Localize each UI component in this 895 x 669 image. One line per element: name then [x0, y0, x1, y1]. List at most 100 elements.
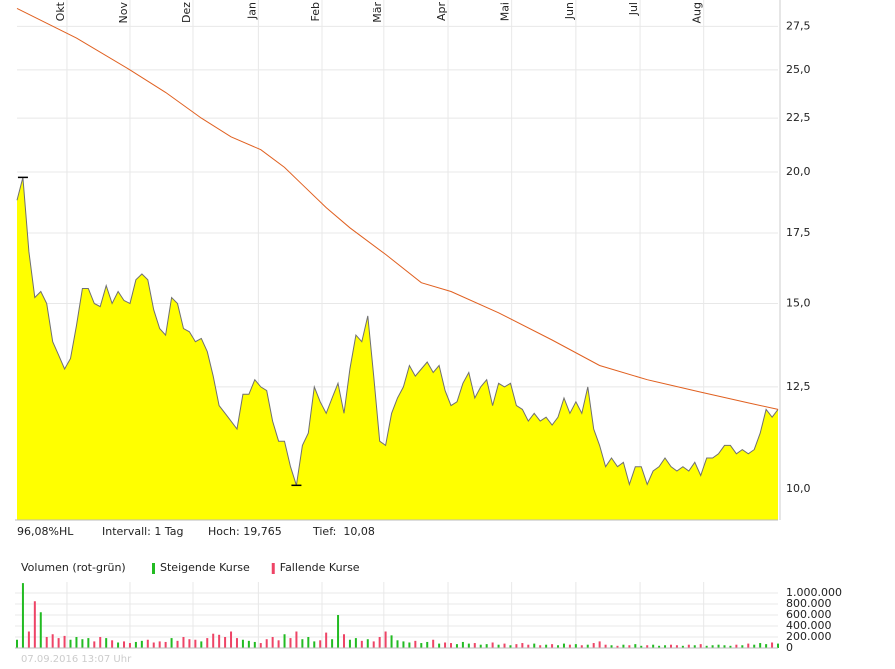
volume-bar: [378, 637, 381, 648]
stat-label: Intervall: 1 Tag: [102, 525, 184, 538]
volume-bar: [771, 642, 774, 648]
volume-bar: [551, 644, 554, 648]
y-tick-label: 600.000: [786, 608, 832, 621]
y-tick-label: 0: [786, 641, 793, 654]
volume-bar: [212, 633, 215, 648]
volume-bar: [592, 643, 595, 648]
volume-bar: [241, 639, 244, 648]
volume-bar: [687, 644, 690, 648]
volume-bar: [473, 643, 476, 648]
volume-bar: [123, 641, 126, 648]
volume-bar: [277, 640, 280, 648]
volume-bar: [729, 645, 732, 648]
volume-bar: [432, 639, 435, 648]
y-tick-label: 800.000: [786, 597, 832, 610]
x-tick-label: Mär: [371, 2, 384, 23]
volume-bar: [664, 645, 667, 648]
volume-bar: [568, 644, 571, 648]
volume-bar: [586, 644, 589, 648]
volume-bar: [604, 644, 607, 648]
y-tick-label: 15,0: [786, 297, 811, 310]
y-tick-label: 1.000.000: [786, 586, 842, 599]
volume-bar: [634, 644, 637, 648]
volume-bar: [51, 634, 54, 648]
volume-bar: [253, 641, 256, 648]
volume-bar: [313, 641, 316, 648]
volume-bar: [63, 635, 66, 648]
x-tick-label: Feb: [309, 2, 322, 21]
volume-bar: [360, 640, 363, 648]
volume-bar: [307, 637, 310, 648]
volume-bar: [354, 638, 357, 648]
volume-bar: [675, 645, 678, 648]
volume-bar: [467, 643, 470, 648]
volume-bar: [230, 631, 233, 648]
legend-label: Fallende Kurse: [280, 561, 360, 574]
volume-bar: [170, 638, 173, 648]
volume-bar: [693, 645, 696, 648]
volume-bar: [16, 639, 18, 648]
volume-bar: [545, 644, 548, 648]
volume-bar: [57, 638, 60, 648]
volume-bar: [396, 640, 399, 648]
volume-bar: [479, 644, 482, 648]
volume-bar: [105, 638, 108, 648]
y-tick-label: 17,5: [786, 226, 811, 239]
volume-bar: [69, 639, 72, 648]
volume-bar: [117, 642, 120, 648]
volume-bar: [777, 643, 779, 648]
volume-bar: [580, 645, 583, 648]
volume-bar: [438, 643, 441, 648]
volume-bar: [628, 645, 631, 648]
x-tick-label: Nov: [117, 2, 130, 24]
volume-bar: [527, 644, 530, 648]
volume-bar: [497, 644, 500, 648]
volume-bar: [152, 642, 155, 648]
volume-bar: [158, 641, 161, 648]
volume-bar: [206, 638, 209, 648]
volume-bar: [200, 641, 203, 648]
volume-bar: [140, 640, 143, 648]
volume-bar: [759, 643, 762, 648]
x-tick-label: Jun: [563, 2, 576, 20]
volume-bar: [265, 639, 268, 648]
volume-bar: [711, 645, 714, 648]
volume-bar: [741, 645, 744, 648]
volume-bar: [194, 639, 197, 648]
stat-label: Tief: 10,08: [312, 525, 375, 538]
volume-bar: [337, 615, 340, 648]
volume-bar: [134, 641, 137, 648]
volume-bar: [658, 645, 661, 648]
volume-bar: [699, 644, 702, 648]
x-tick-label: Aug: [691, 2, 704, 23]
volume-bar: [87, 638, 90, 648]
volume-bar: [646, 645, 649, 648]
y-tick-label: 400.000: [786, 619, 832, 632]
volume-bar: [93, 641, 96, 648]
volume-bar: [27, 631, 30, 648]
volume-bar: [342, 634, 345, 648]
volume-bar: [521, 643, 524, 648]
volume-bar: [723, 645, 726, 648]
volume-bar: [705, 645, 708, 648]
volume-bar: [128, 643, 131, 648]
volume-bar: [301, 639, 304, 648]
volume-bar: [111, 640, 114, 648]
stat-label: Hoch: 19,765: [208, 525, 282, 538]
volume-bar: [444, 642, 447, 648]
volume-bar: [622, 644, 625, 648]
volume-bar: [75, 637, 78, 648]
x-tick-label: Jul: [627, 2, 640, 16]
volume-bar: [366, 639, 369, 648]
volume-bar: [182, 637, 185, 648]
stat-label: 96,08%HL: [17, 525, 74, 538]
volume-bar: [557, 645, 560, 648]
volume-bar: [390, 635, 393, 648]
volume-bar: [164, 641, 167, 648]
volume-bar: [652, 644, 655, 648]
volume-bar: [295, 631, 298, 648]
x-tick-label: Okt: [54, 1, 67, 21]
volume-bar: [188, 639, 191, 648]
